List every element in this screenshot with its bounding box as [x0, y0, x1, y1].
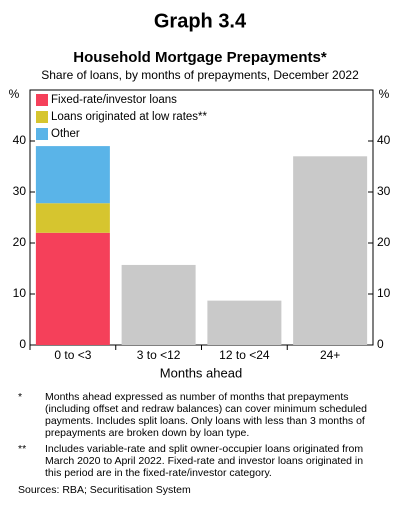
x-tick-label: 3 to <12: [137, 348, 181, 362]
bar: [121, 264, 196, 345]
y2-tick-label: 40: [377, 133, 391, 147]
y-tick-label: 40: [13, 133, 27, 147]
footnote: * Months ahead expressed as number of mon…: [18, 391, 368, 439]
legend-swatch: [36, 111, 48, 123]
legend-label: Fixed-rate/investor loans: [51, 94, 177, 106]
footnote-text: Includes variable-rate and split owner-o…: [45, 443, 364, 479]
legend-swatch: [36, 94, 48, 106]
legend-label: Loans originated at low rates**: [51, 111, 208, 123]
y-tick-label: 10: [13, 286, 27, 300]
footnote-marker: *: [18, 391, 23, 403]
chart-description: Share of loans, by months of prepayments…: [41, 68, 359, 82]
y-tick-label: 30: [13, 184, 27, 198]
y-unit: %: [9, 87, 20, 101]
bar: [35, 146, 110, 204]
y2-unit: %: [379, 87, 390, 101]
y2-tick-label: 0: [377, 337, 384, 351]
x-tick-label: 24+: [320, 348, 340, 362]
x-tick-label: 12 to <24: [219, 348, 270, 362]
legend-swatch: [36, 128, 48, 140]
legend-label: Other: [51, 128, 80, 140]
footnote-text: Months ahead expressed as number of mont…: [45, 391, 367, 439]
y-tick-label: 20: [13, 235, 27, 249]
sources: Sources: RBA; Securitisation System: [18, 484, 191, 496]
y-tick-label: 0: [19, 337, 26, 351]
chart-subtitle: Household Mortgage Prepayments*: [73, 49, 327, 66]
y2-tick-label: 30: [377, 184, 391, 198]
bar: [35, 203, 110, 233]
x-tick-label: 0 to <3: [54, 348, 91, 362]
y2-tick-label: 10: [377, 286, 391, 300]
bar: [35, 232, 110, 345]
footnote-marker: **: [18, 443, 27, 455]
y2-tick-label: 20: [377, 235, 391, 249]
bar: [293, 156, 368, 345]
bar: [207, 300, 282, 345]
footnote: ** Includes variable-rate and split owner…: [18, 443, 368, 479]
chart: Graph 3.4 Household Mortgage Prepayments…: [9, 10, 391, 380]
x-axis-label: Months ahead: [160, 365, 242, 380]
chart-title: Graph 3.4: [154, 10, 247, 32]
